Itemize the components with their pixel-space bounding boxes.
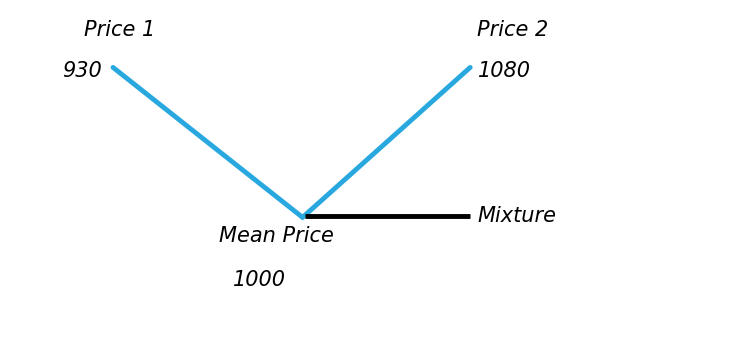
Text: 1000: 1000 [233,270,286,290]
Text: Price 2: Price 2 [477,21,549,40]
Text: Mean Price: Mean Price [219,226,334,246]
Text: Mixture: Mixture [477,206,556,226]
Text: 930: 930 [62,61,102,81]
Text: 1080: 1080 [477,61,531,81]
Text: Price 1: Price 1 [84,21,155,40]
